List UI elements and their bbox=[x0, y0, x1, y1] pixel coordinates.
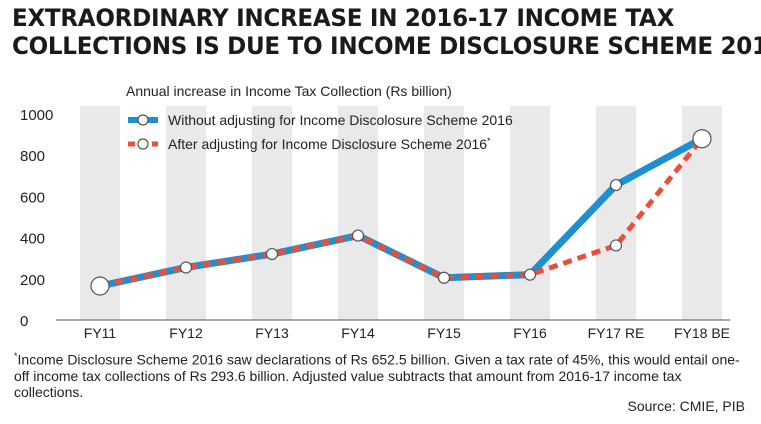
x-tick-label: FY17 RE bbox=[588, 325, 645, 341]
y-tick-label: 200 bbox=[20, 272, 45, 289]
y-tick-label: 600 bbox=[20, 189, 45, 206]
y-tick-label: 800 bbox=[20, 148, 45, 165]
y-tick-label: 1000 bbox=[20, 107, 53, 124]
x-tick-label: FY15 bbox=[427, 325, 461, 341]
point-unadjusted bbox=[692, 129, 712, 149]
band-5 bbox=[510, 106, 550, 320]
line-chart: 0 200 400 600 800 1000 FY11 FY12 FY13 FY14 FY15 FY1… bbox=[20, 83, 730, 341]
y-tick-label: 400 bbox=[20, 231, 45, 248]
legend-marker-unadjusted bbox=[137, 114, 149, 126]
point-unadjusted bbox=[437, 271, 451, 284]
title-line-2: COLLECTIONS IS DUE TO INCOME DISCLOSURE … bbox=[12, 32, 761, 60]
point-unadjusted bbox=[609, 178, 623, 192]
x-tick-label: FY14 bbox=[341, 325, 375, 341]
footnote-marker: * bbox=[14, 351, 18, 361]
band-1 bbox=[166, 106, 206, 320]
point-adjusted bbox=[609, 239, 623, 252]
band-4 bbox=[424, 106, 464, 320]
source-note: Source: CMIE, PIB bbox=[627, 398, 745, 414]
legend-marker-adjusted bbox=[137, 138, 149, 150]
footnote: *Income Disclosure Scheme 2016 saw decla… bbox=[14, 348, 754, 400]
x-tick-label: FY12 bbox=[169, 325, 203, 341]
series-unadjusted-line bbox=[96, 135, 706, 290]
legend-footnote-marker: * bbox=[487, 136, 491, 146]
x-tick-label: FY13 bbox=[255, 325, 289, 341]
chart-subtitle: Annual increase in Income Tax Collection… bbox=[126, 83, 452, 99]
x-tick-label: FY11 bbox=[84, 325, 117, 341]
point-unadjusted bbox=[523, 268, 537, 281]
band-6 bbox=[596, 106, 636, 320]
legend-label-adjusted: After adjusting for Income Disclosure Sc… bbox=[168, 136, 491, 152]
band-2 bbox=[252, 106, 292, 320]
point-unadjusted bbox=[90, 276, 110, 296]
y-tick-label: 0 bbox=[20, 313, 28, 330]
point-unadjusted bbox=[265, 247, 279, 261]
title-line-1: EXTRAORDINARY INCREASE IN 2016-17 INCOME… bbox=[12, 4, 675, 32]
legend-label-unadjusted: Without adjusting for Income Discolosure… bbox=[168, 112, 513, 128]
chart-title: EXTRAORDINARY INCREASE IN 2016-17 INCOME… bbox=[12, 4, 761, 60]
footnote-text: Income Disclosure Scheme 2016 saw declar… bbox=[14, 351, 740, 400]
point-unadjusted bbox=[179, 261, 193, 274]
band-3 bbox=[338, 106, 378, 320]
x-tick-label: FY18 BE bbox=[674, 325, 730, 341]
x-tick-label: FY16 bbox=[513, 325, 547, 341]
point-unadjusted bbox=[351, 229, 365, 242]
